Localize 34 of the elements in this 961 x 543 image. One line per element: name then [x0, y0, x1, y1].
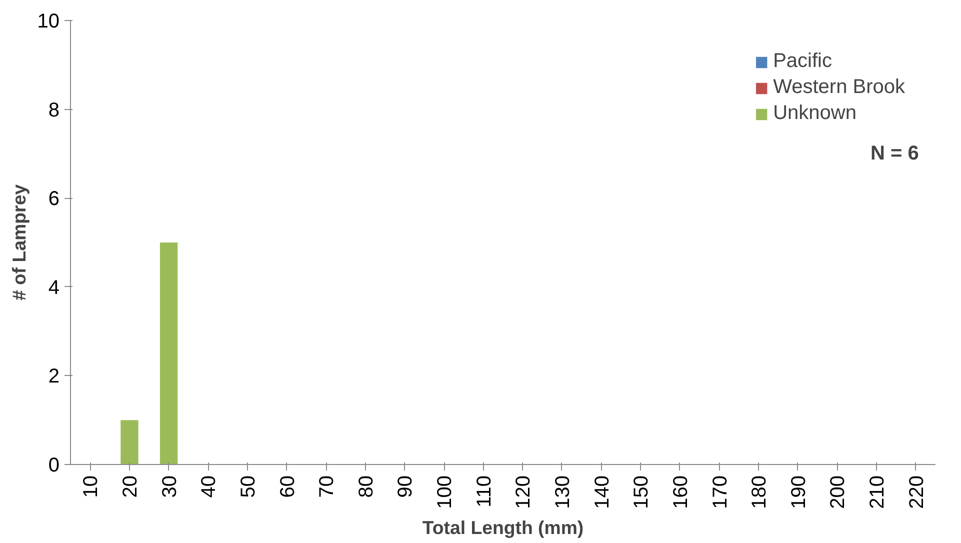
- x-tick-label: 10: [80, 475, 102, 498]
- x-tick-label: 120: [512, 475, 535, 509]
- x-tick-label: 20: [119, 475, 142, 498]
- x-tick-label: 30: [158, 475, 181, 498]
- y-axis-title: # of Lamprey: [8, 184, 30, 301]
- x-tick-label: 110: [473, 475, 496, 508]
- y-tick-label: 0: [48, 454, 60, 476]
- x-tick-label: 40: [198, 475, 220, 498]
- x-tick-label: 200: [827, 475, 850, 509]
- legend-label: Western Brook: [773, 76, 905, 99]
- x-tick-label: 180: [748, 475, 771, 509]
- y-tick-label: 4: [48, 276, 60, 299]
- annotation: N = 6: [870, 142, 919, 164]
- x-tick-label: 220: [906, 475, 928, 509]
- y-tick-label: 6: [48, 188, 60, 210]
- x-tick-label: 170: [709, 475, 732, 509]
- x-tick-label: 80: [355, 475, 378, 498]
- x-tick-label: 100: [434, 475, 456, 509]
- y-tick-label: 8: [48, 99, 60, 122]
- x-tick-label: 140: [591, 475, 614, 509]
- y-tick-label: 2: [48, 366, 60, 388]
- legend-label: Unknown: [773, 102, 856, 125]
- x-tick-label: 50: [237, 475, 260, 498]
- x-tick-label: 150: [630, 475, 653, 509]
- x-tick-label: 160: [670, 475, 692, 509]
- y-tick-label: 10: [37, 10, 60, 32]
- x-tick-label: 130: [552, 475, 574, 509]
- x-tick-label: 210: [866, 475, 889, 509]
- x-tick-label: 90: [394, 475, 417, 498]
- x-tick-label: 60: [276, 475, 299, 498]
- legend-label: Pacific: [773, 50, 832, 73]
- x-tick-label: 70: [316, 475, 338, 498]
- x-tick-label: 190: [788, 475, 810, 509]
- x-axis-title: Total Length (mm): [422, 516, 584, 538]
